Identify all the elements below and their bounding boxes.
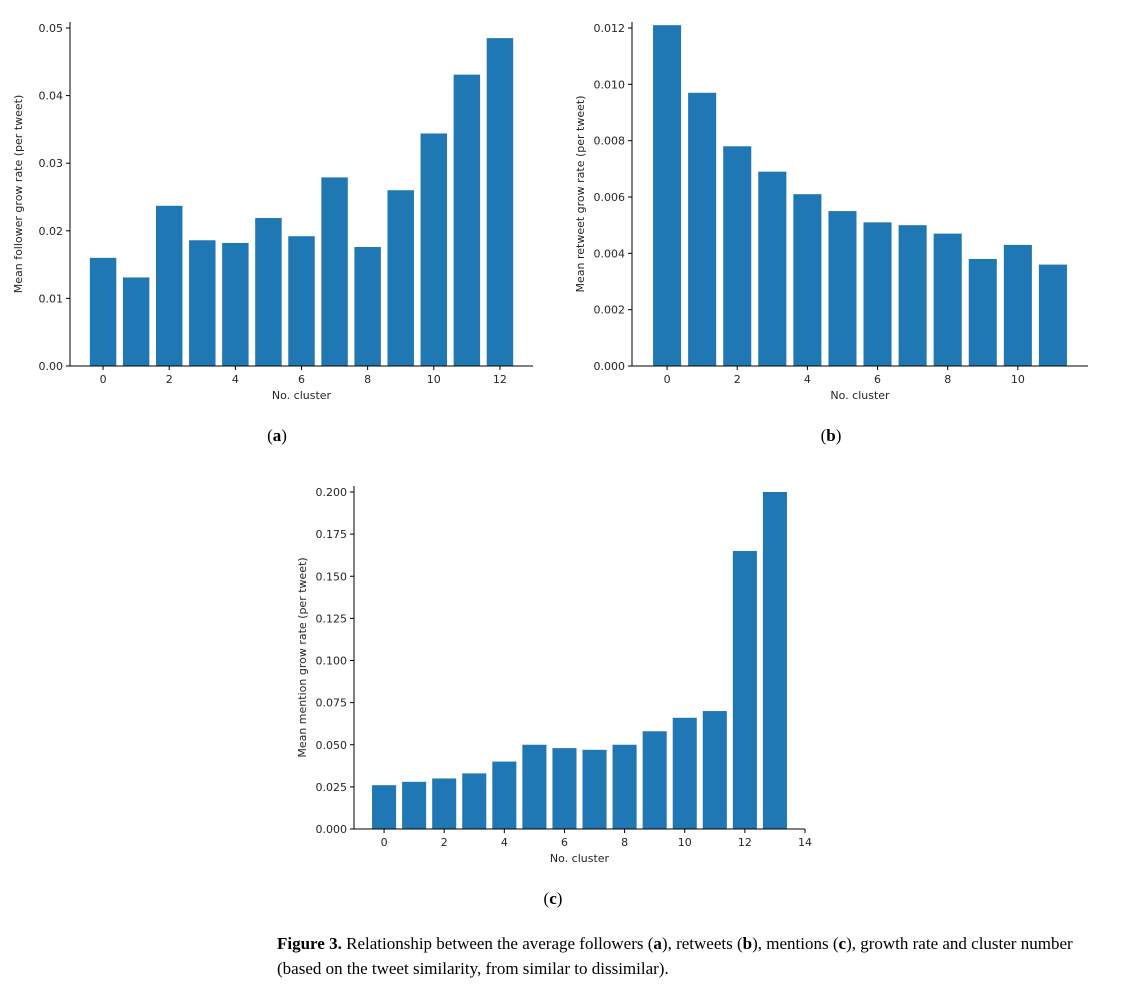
- y-tick-label-c-1: 0.025: [316, 781, 348, 794]
- x-tick-label-c-2: 2: [441, 836, 448, 849]
- y-axis-label-b: Mean retweet grow rate (per tweet): [574, 95, 587, 292]
- bar-c-7: [582, 749, 607, 829]
- x-axis-label-c: No. cluster: [550, 852, 610, 865]
- y-tick-label-b-5: 0.010: [594, 78, 626, 91]
- y-tick-label-a-3: 0.03: [39, 157, 64, 170]
- bar-c-4: [492, 761, 517, 829]
- bar-c-10: [672, 717, 697, 829]
- bar-a-12: [486, 38, 514, 366]
- subfigure-label-c: (c): [543, 889, 563, 908]
- chart-c: 0 2 4 6 8 10 12 14 0.000 0.025 0.050 0.075 0.100 0.12…: [280, 470, 840, 895]
- bar-a-1: [122, 277, 150, 366]
- y-axis-label-a: Mean follower grow rate (per tweet): [12, 95, 25, 294]
- y-tick-label-c-3: 0.075: [316, 697, 348, 710]
- bar-b-7: [898, 225, 927, 366]
- bar-c-2: [432, 778, 457, 829]
- bar-a-5: [255, 217, 282, 366]
- y-tick-label-b-3: 0.006: [594, 191, 626, 204]
- y-tick-label-c-4: 0.100: [316, 655, 348, 668]
- bar-a-2: [155, 205, 183, 366]
- x-tick-label-b-4: 4: [804, 373, 811, 386]
- bar-a-7: [321, 177, 348, 366]
- chart-a-svg: 0 2 4 6 8 10 12 0.00 0.01 0.02 0.03 0.04 0.05 No. clu…: [12, 22, 533, 402]
- y-tick-label-c-7: 0.175: [316, 528, 348, 541]
- x-tick-label-c-6: 6: [561, 836, 568, 849]
- chart-c-svg: 0 2 4 6 8 10 12 14 0.000 0.025 0.050 0.075 0.100 0.12…: [296, 486, 812, 865]
- bar-b-8: [933, 233, 962, 366]
- chart-a: 0 2 4 6 8 10 12 0.00 0.01 0.02 0.03 0.04 0.05 No. clu…: [0, 0, 560, 425]
- y-tick-label-c-6: 0.150: [316, 570, 348, 583]
- y-tick-label-a-2: 0.02: [39, 225, 64, 238]
- x-tick-label-b-10: 10: [1011, 373, 1025, 386]
- bar-b-11: [1038, 264, 1067, 366]
- bar-b-2: [723, 146, 752, 366]
- subfigure-label-b: (b): [820, 426, 842, 445]
- bar-a-0: [89, 257, 117, 366]
- bar-a-11: [453, 74, 481, 366]
- bar-c-6: [552, 748, 577, 829]
- x-tick-label-a-0: 0: [100, 373, 107, 386]
- y-tick-label-a-0: 0.00: [39, 360, 64, 373]
- bar-a-8: [354, 247, 381, 366]
- bar-b-5: [828, 211, 857, 366]
- y-tick-label-b-6: 0.012: [594, 22, 626, 35]
- bar-b-9: [968, 258, 997, 366]
- x-tick-label-c-14: 14: [798, 836, 812, 849]
- y-tick-label-c-8: 0.200: [316, 486, 348, 499]
- x-tick-label-c-10: 10: [678, 836, 692, 849]
- bar-a-10: [420, 133, 448, 366]
- bar-b-3: [758, 171, 787, 366]
- bar-c-5: [522, 744, 547, 829]
- chart-b: 0 2 4 6 8 10 0.000 0.002 0.004 0.006 0.008 0.010 0.0…: [560, 0, 1120, 425]
- y-tick-label-a-1: 0.01: [39, 292, 64, 305]
- x-tick-label-c-4: 4: [501, 836, 508, 849]
- bar-b-0: [653, 25, 682, 367]
- caption-label: Figure 3.: [277, 934, 342, 953]
- x-tick-label-a-2: 2: [166, 373, 173, 386]
- y-tick-label-b-4: 0.008: [594, 135, 626, 148]
- bar-c-9: [642, 731, 667, 829]
- x-axis-label-b: No. cluster: [830, 389, 890, 402]
- bar-a-4: [222, 242, 249, 366]
- bar-c-8: [612, 744, 637, 829]
- bar-b-1: [688, 92, 717, 366]
- y-tick-label-a-5: 0.05: [39, 22, 64, 35]
- subfigure-label-a: (a): [267, 426, 287, 445]
- x-tick-label-a-8: 8: [364, 373, 371, 386]
- y-tick-label-c-0: 0.000: [316, 823, 348, 836]
- x-tick-label-a-12: 12: [493, 373, 507, 386]
- x-tick-label-b-8: 8: [944, 373, 951, 386]
- bar-a-9: [387, 190, 414, 366]
- bar-a-3: [189, 240, 216, 366]
- bar-c-1: [402, 781, 427, 829]
- y-tick-label-c-2: 0.050: [316, 739, 348, 752]
- bar-b-4: [793, 194, 822, 366]
- bar-b-10: [1003, 244, 1032, 366]
- x-tick-label-c-0: 0: [381, 836, 388, 849]
- x-tick-label-b-6: 6: [874, 373, 881, 386]
- bar-c-0: [372, 785, 397, 829]
- y-tick-label-b-0: 0.000: [594, 360, 626, 373]
- y-axis-label-c: Mean mention grow rate (per tweet): [296, 557, 309, 757]
- bar-b-6: [863, 222, 892, 366]
- bar-c-3: [462, 773, 487, 829]
- y-tick-label-a-4: 0.04: [39, 90, 64, 103]
- x-tick-label-b-0: 0: [664, 373, 671, 386]
- x-tick-label-a-10: 10: [427, 373, 441, 386]
- y-tick-label-b-1: 0.002: [594, 304, 626, 317]
- chart-b-svg: 0 2 4 6 8 10 0.000 0.002 0.004 0.006 0.008 0.010 0.0…: [574, 22, 1088, 402]
- x-tick-label-c-8: 8: [621, 836, 628, 849]
- x-tick-label-b-2: 2: [734, 373, 741, 386]
- bar-c-11: [702, 711, 727, 829]
- y-tick-label-c-5: 0.125: [316, 612, 348, 625]
- x-tick-label-c-12: 12: [738, 836, 752, 849]
- y-tick-label-b-2: 0.004: [594, 247, 626, 260]
- bar-a-6: [288, 236, 315, 366]
- bar-c-13: [762, 492, 787, 829]
- bar-c-12: [732, 550, 757, 829]
- x-tick-label-a-4: 4: [232, 373, 239, 386]
- figure-caption: Figure 3. Relationship between the avera…: [277, 934, 1073, 978]
- x-axis-label-a: No. cluster: [272, 389, 332, 402]
- x-tick-label-a-6: 6: [298, 373, 305, 386]
